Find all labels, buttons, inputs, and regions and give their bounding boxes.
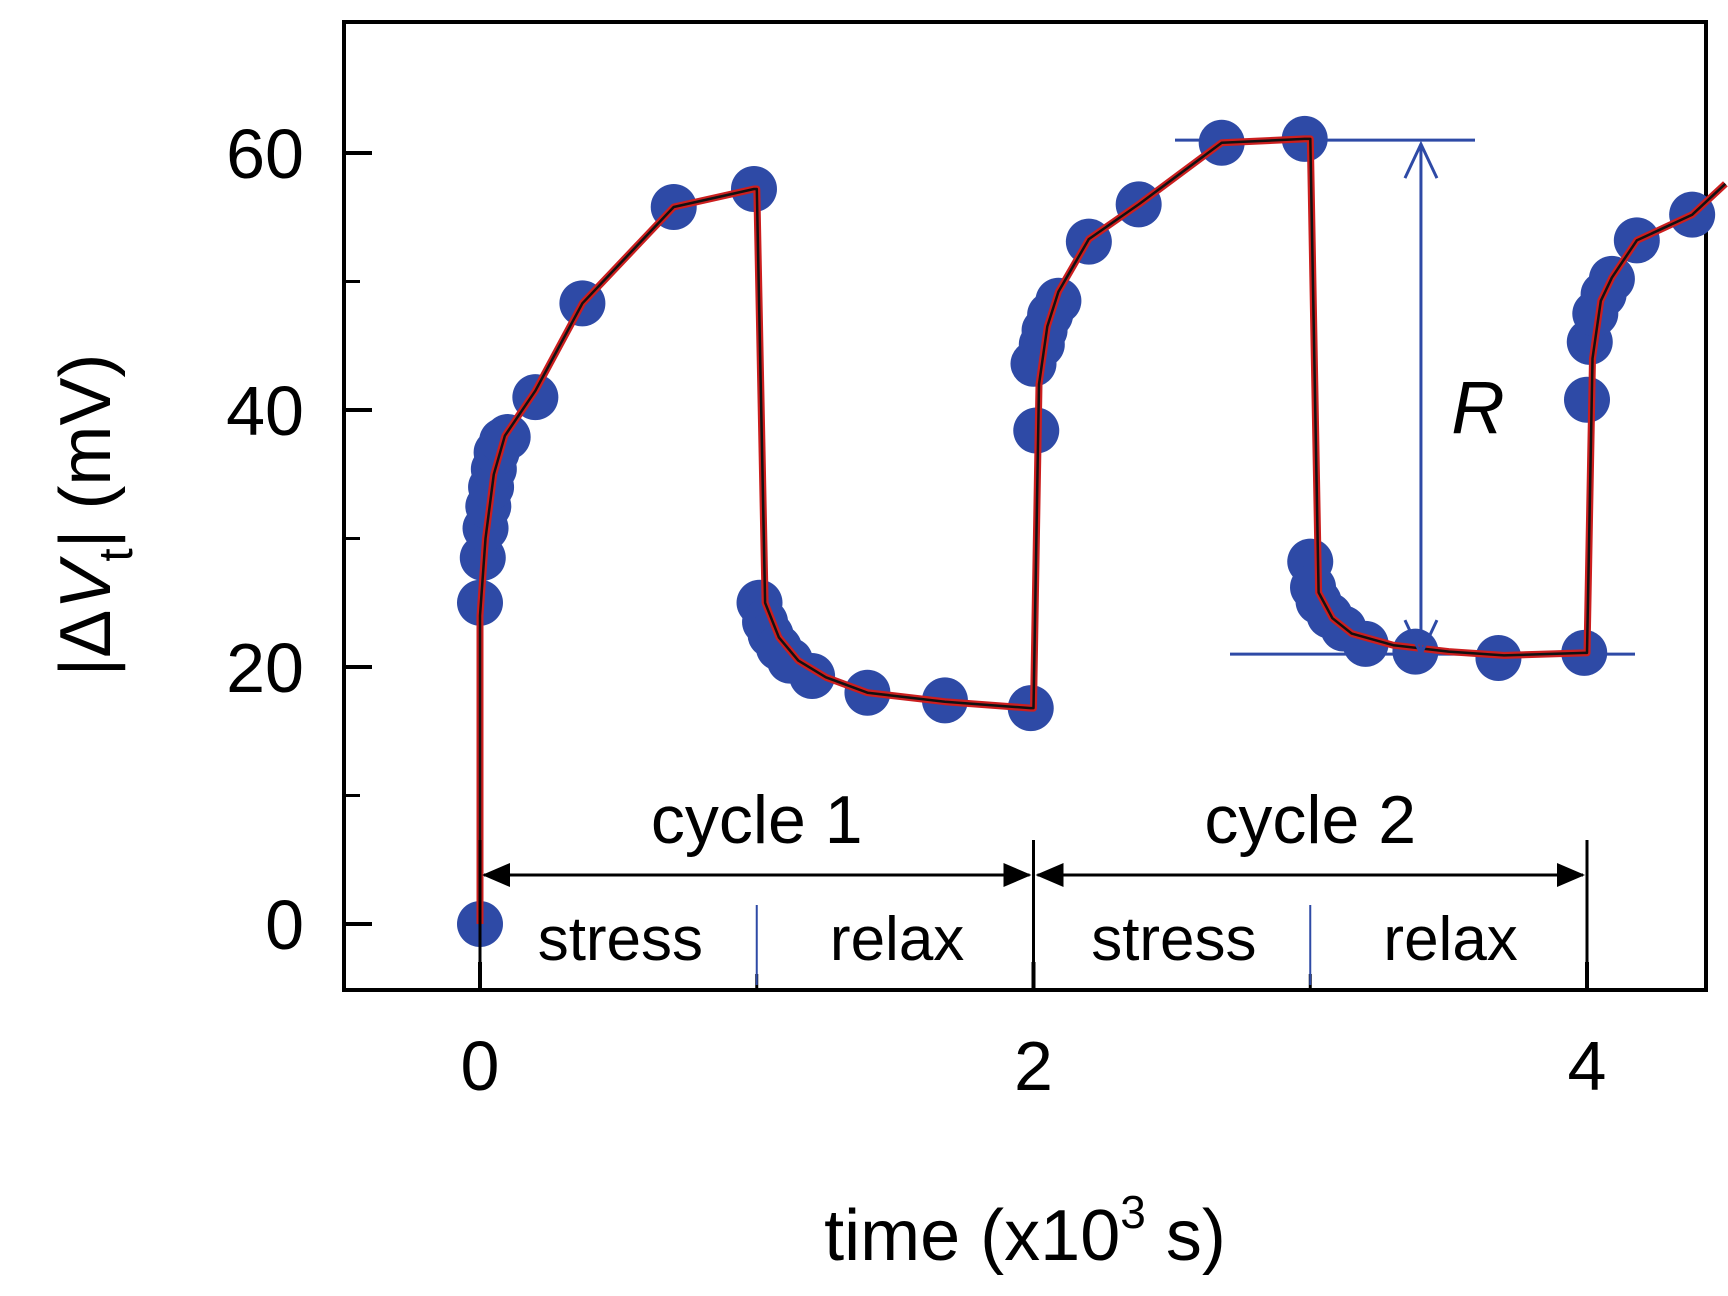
- phase-label: relax: [830, 905, 964, 974]
- y-tick-label: 40: [226, 372, 304, 450]
- cycle-arrowhead-right: [1003, 863, 1032, 887]
- r-arrow-head: [1403, 619, 1439, 658]
- phase-label: relax: [1383, 905, 1517, 974]
- fit-curve: [478, 137, 1727, 924]
- cycle-label: cycle 1: [651, 782, 863, 858]
- x-tick-label: 2: [1014, 1027, 1053, 1105]
- x-axis-title: time (x103 s): [824, 1186, 1226, 1276]
- plot-frame: [342, 20, 1708, 992]
- x-tick-label: 4: [1568, 1027, 1607, 1105]
- data-point: [1564, 376, 1610, 423]
- phase-label: stress: [538, 905, 703, 974]
- cycle-arrowhead-right: [1557, 863, 1585, 887]
- r-arrow-head: [1403, 140, 1439, 179]
- cycle-arrowhead-left: [482, 863, 510, 887]
- tick-labels: 0 20 40 60 0 2 4: [226, 115, 1606, 1105]
- r-label: R: [1451, 366, 1504, 449]
- axis-ticks: [344, 151, 1589, 990]
- y-tick-label: 20: [226, 629, 304, 707]
- cycle-arrowhead-left: [1035, 863, 1064, 887]
- phase-label: stress: [1091, 905, 1256, 974]
- cycle-label: cycle 2: [1204, 782, 1416, 858]
- x-tick-label: 0: [461, 1027, 500, 1105]
- y-tick-label: 0: [265, 886, 304, 964]
- y-axis-title: |ΔVt| (mV): [46, 354, 143, 677]
- y-tick-label: 60: [226, 115, 304, 193]
